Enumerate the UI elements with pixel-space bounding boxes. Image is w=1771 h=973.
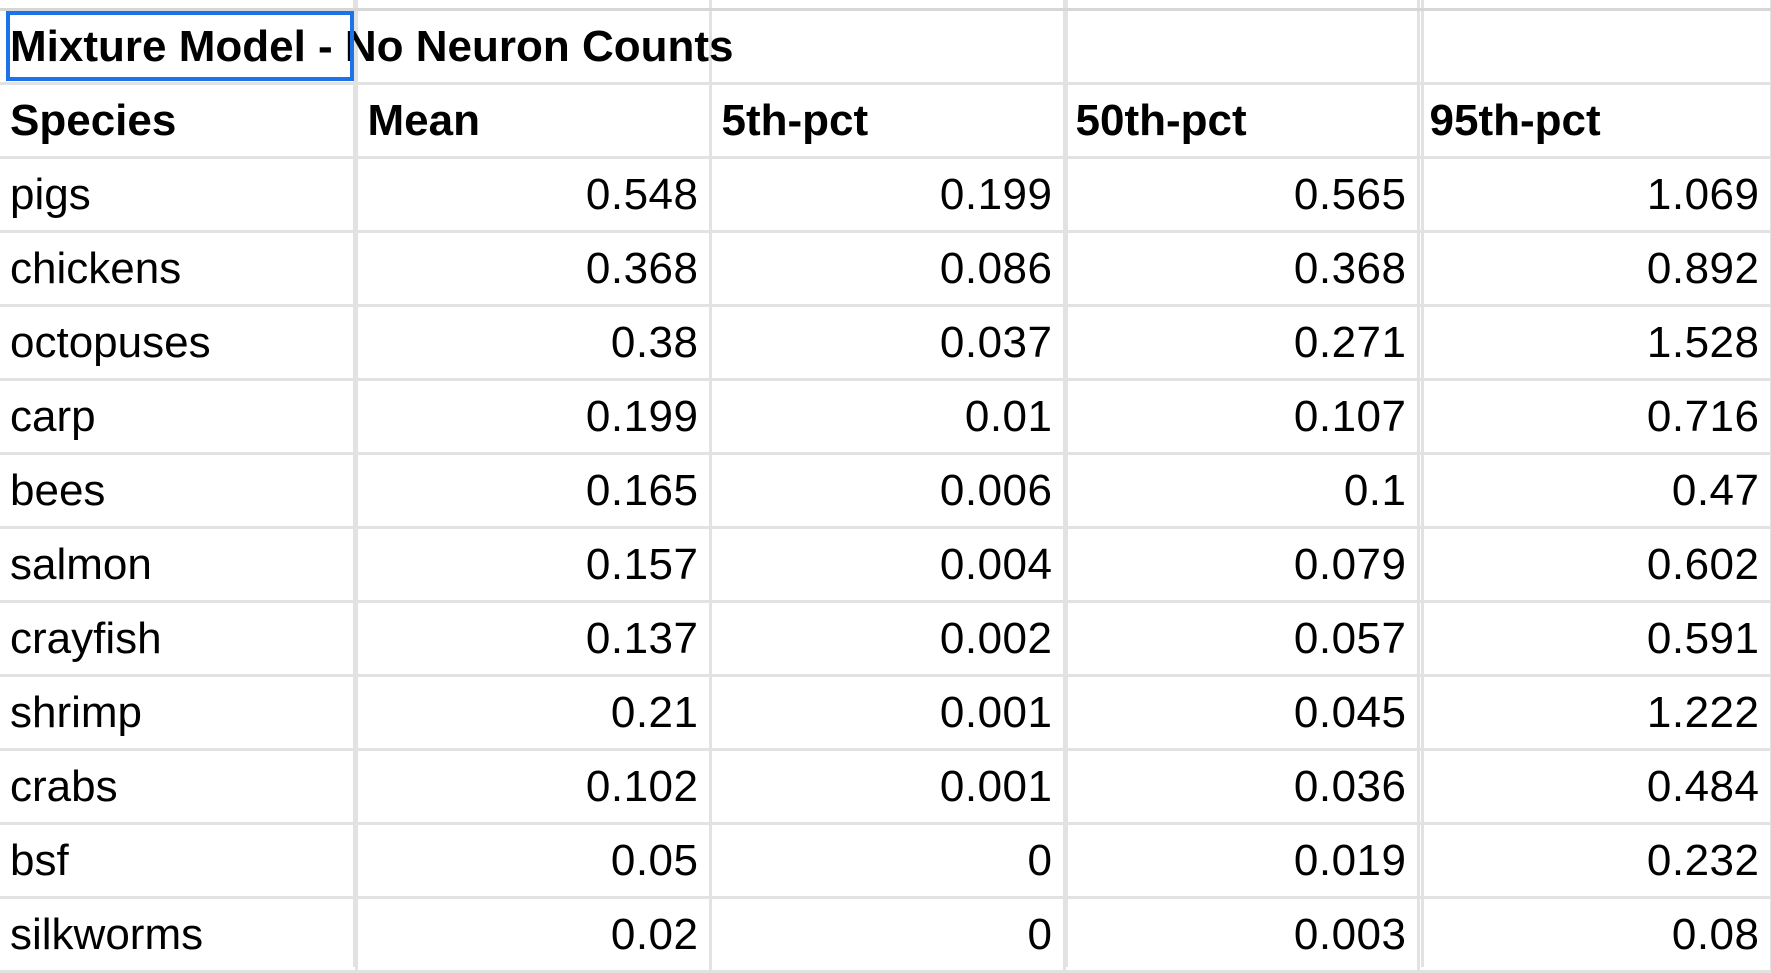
mean-cell[interactable]: 0.157 bbox=[356, 527, 712, 603]
table-row: carp 0.199 0.01 0.107 0.716 bbox=[0, 379, 1771, 455]
cell[interactable] bbox=[0, 0, 358, 11]
species-cell[interactable]: silkworms bbox=[0, 897, 358, 973]
previous-row-strip bbox=[0, 0, 1771, 11]
cell[interactable] bbox=[710, 9, 1066, 85]
mean-cell[interactable]: 0.165 bbox=[356, 453, 712, 529]
species-cell[interactable]: chickens bbox=[0, 231, 358, 307]
mean-cell[interactable]: 0.05 bbox=[356, 823, 712, 899]
mean-cell[interactable]: 0.102 bbox=[356, 749, 712, 825]
p95-cell[interactable]: 0.08 bbox=[1418, 897, 1771, 973]
mean-cell[interactable]: 0.21 bbox=[356, 675, 712, 751]
p5-cell[interactable]: 0.086 bbox=[710, 231, 1066, 307]
p95-cell[interactable]: 0.484 bbox=[1418, 749, 1771, 825]
cell[interactable] bbox=[710, 0, 1066, 11]
table-row: crabs 0.102 0.001 0.036 0.484 bbox=[0, 749, 1771, 825]
mean-cell[interactable]: 0.199 bbox=[356, 379, 712, 455]
cell[interactable] bbox=[1418, 9, 1771, 85]
p95-cell[interactable]: 1.069 bbox=[1418, 157, 1771, 233]
p5-cell[interactable]: 0.006 bbox=[710, 453, 1066, 529]
sheet-title: Mixture Model - No Neuron Counts bbox=[10, 21, 734, 71]
p50-cell[interactable]: 0.057 bbox=[1064, 601, 1420, 677]
mean-cell[interactable]: 0.368 bbox=[356, 231, 712, 307]
p95-cell[interactable]: 0.602 bbox=[1418, 527, 1771, 603]
table-row: bsf 0.05 0 0.019 0.232 bbox=[0, 823, 1771, 899]
p95-cell[interactable]: 1.222 bbox=[1418, 675, 1771, 751]
p95-cell[interactable]: 0.232 bbox=[1418, 823, 1771, 899]
cell[interactable] bbox=[1064, 0, 1420, 11]
mean-cell[interactable]: 0.38 bbox=[356, 305, 712, 381]
p50-cell[interactable]: 0.565 bbox=[1064, 157, 1420, 233]
table-row: pigs 0.548 0.199 0.565 1.069 bbox=[0, 157, 1771, 233]
column-header-50th-pct[interactable]: 50th-pct bbox=[1064, 83, 1420, 159]
species-cell[interactable]: carp bbox=[0, 379, 358, 455]
cell[interactable] bbox=[1418, 0, 1771, 11]
p5-cell[interactable]: 0 bbox=[710, 897, 1066, 973]
table-row: crayfish 0.137 0.002 0.057 0.591 bbox=[0, 601, 1771, 677]
table-row: bees 0.165 0.006 0.1 0.47 bbox=[0, 453, 1771, 529]
mean-cell[interactable]: 0.548 bbox=[356, 157, 712, 233]
mean-cell[interactable]: 0.02 bbox=[356, 897, 712, 973]
p5-cell[interactable]: 0.004 bbox=[710, 527, 1066, 603]
p5-cell[interactable]: 0.199 bbox=[710, 157, 1066, 233]
p50-cell[interactable]: 0.1 bbox=[1064, 453, 1420, 529]
p95-cell[interactable]: 0.591 bbox=[1418, 601, 1771, 677]
p5-cell[interactable]: 0.037 bbox=[710, 305, 1066, 381]
p95-cell[interactable]: 0.716 bbox=[1418, 379, 1771, 455]
p50-cell[interactable]: 0.003 bbox=[1064, 897, 1420, 973]
species-cell[interactable]: shrimp bbox=[0, 675, 358, 751]
cell[interactable] bbox=[356, 0, 712, 11]
column-header-species[interactable]: Species bbox=[0, 83, 358, 159]
p50-cell[interactable]: 0.107 bbox=[1064, 379, 1420, 455]
table-row: shrimp 0.21 0.001 0.045 1.222 bbox=[0, 675, 1771, 751]
p5-cell[interactable]: 0.01 bbox=[710, 379, 1066, 455]
p50-cell[interactable]: 0.045 bbox=[1064, 675, 1420, 751]
cell[interactable] bbox=[356, 9, 712, 85]
p50-cell[interactable]: 0.368 bbox=[1064, 231, 1420, 307]
p95-cell[interactable]: 0.892 bbox=[1418, 231, 1771, 307]
table-row: octopuses 0.38 0.037 0.271 1.528 bbox=[0, 305, 1771, 381]
title-cell[interactable]: Mixture Model - No Neuron Counts bbox=[0, 9, 734, 85]
species-cell[interactable]: bees bbox=[0, 453, 358, 529]
title-row: Mixture Model - No Neuron Counts bbox=[0, 9, 1771, 85]
p95-cell[interactable]: 0.47 bbox=[1418, 453, 1771, 529]
species-cell[interactable]: bsf bbox=[0, 823, 358, 899]
p5-cell[interactable]: 0.001 bbox=[710, 675, 1066, 751]
p50-cell[interactable]: 0.271 bbox=[1064, 305, 1420, 381]
species-cell[interactable]: pigs bbox=[0, 157, 358, 233]
table-row: salmon 0.157 0.004 0.079 0.602 bbox=[0, 527, 1771, 603]
p5-cell[interactable]: 0.002 bbox=[710, 601, 1066, 677]
p95-cell[interactable]: 1.528 bbox=[1418, 305, 1771, 381]
p5-cell[interactable]: 0 bbox=[710, 823, 1066, 899]
p50-cell[interactable]: 0.036 bbox=[1064, 749, 1420, 825]
mean-cell[interactable]: 0.137 bbox=[356, 601, 712, 677]
species-cell[interactable]: crabs bbox=[0, 749, 358, 825]
table-row: chickens 0.368 0.086 0.368 0.892 bbox=[0, 231, 1771, 307]
column-header-mean[interactable]: Mean bbox=[356, 83, 712, 159]
table-row: silkworms 0.02 0 0.003 0.08 bbox=[0, 897, 1771, 973]
species-cell[interactable]: salmon bbox=[0, 527, 358, 603]
column-header-5th-pct[interactable]: 5th-pct bbox=[710, 83, 1066, 159]
header-row: Species Mean 5th-pct 50th-pct 95th-pct bbox=[0, 83, 1771, 159]
p5-cell[interactable]: 0.001 bbox=[710, 749, 1066, 825]
species-cell[interactable]: octopuses bbox=[0, 305, 358, 381]
p50-cell[interactable]: 0.079 bbox=[1064, 527, 1420, 603]
cell[interactable] bbox=[1064, 9, 1420, 85]
species-cell[interactable]: crayfish bbox=[0, 601, 358, 677]
column-header-95th-pct[interactable]: 95th-pct bbox=[1418, 83, 1771, 159]
p50-cell[interactable]: 0.019 bbox=[1064, 823, 1420, 899]
